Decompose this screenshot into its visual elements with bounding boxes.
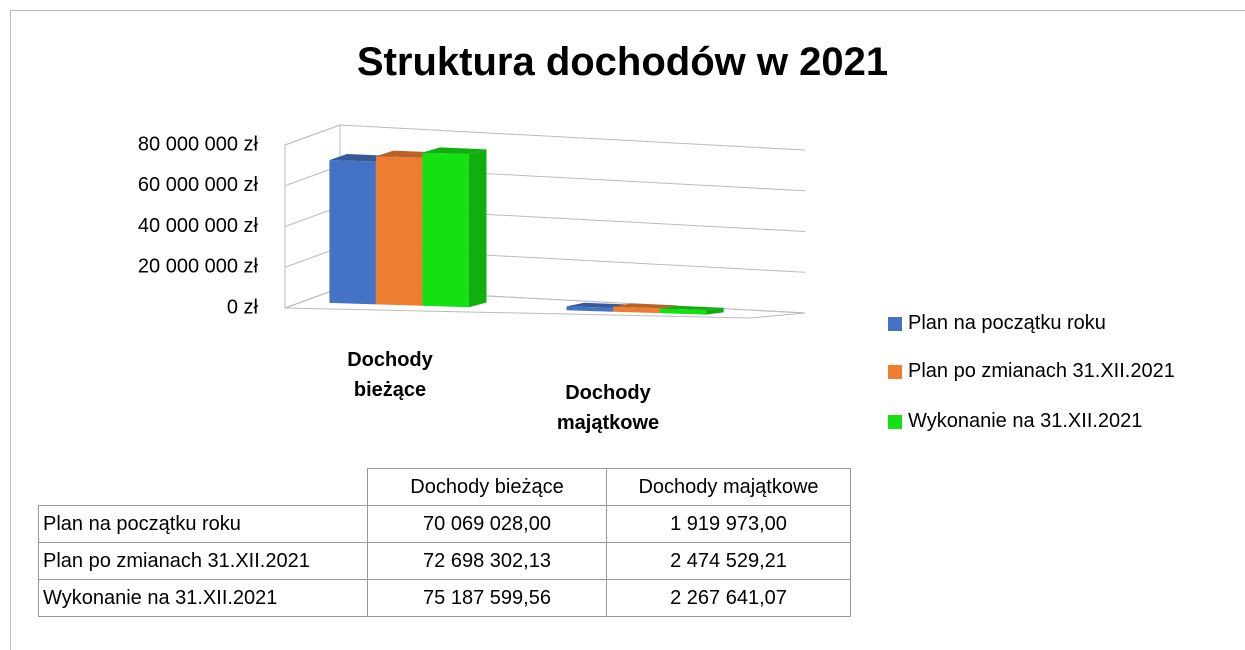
bar-top bbox=[613, 303, 678, 309]
bar-top bbox=[422, 147, 487, 155]
frame bbox=[10, 10, 1245, 650]
table-corner bbox=[38, 468, 368, 506]
table-row-label: Plan po zmianach 31.XII.2021 bbox=[38, 542, 368, 580]
y-tick-label: 80 000 000 zł bbox=[138, 133, 259, 155]
bar-front bbox=[422, 152, 469, 308]
bar-top bbox=[659, 305, 724, 310]
y-tick-label: 40 000 000 zł bbox=[138, 215, 259, 237]
y-tick-label: 0 zł bbox=[227, 296, 259, 318]
legend-swatch bbox=[888, 364, 902, 379]
bar-front bbox=[659, 308, 707, 315]
legend-item: Wykonanie na 31.XII.2021 bbox=[888, 410, 1142, 433]
table-cell: 2 267 641,07 bbox=[606, 579, 851, 617]
table-row-label: Wykonanie na 31.XII.2021 bbox=[38, 579, 368, 617]
table-header-row: Dochody bieżące Dochody majątkowe bbox=[38, 468, 851, 506]
y-tick-label: 20 000 000 zł bbox=[138, 256, 259, 278]
grid-line bbox=[284, 124, 806, 151]
table-cell: 75 187 599,56 bbox=[367, 579, 607, 617]
x-tick-label: Dochody bieżące bbox=[347, 349, 433, 401]
bar-front bbox=[613, 306, 660, 314]
table-cell: 2 474 529,21 bbox=[606, 542, 851, 580]
legend-label: Plan po zmianach 31.XII.2021 bbox=[908, 360, 1175, 382]
table-row: Wykonanie na 31.XII.2021 75 187 599,56 2 2… bbox=[38, 579, 851, 617]
legend-item: Plan po zmianach 31.XII.2021 bbox=[888, 360, 1175, 383]
table-row: Plan po zmianach 31.XII.2021 72 698 302,1… bbox=[38, 542, 851, 580]
legend-item: Plan na początku roku bbox=[888, 312, 1106, 335]
x-tick-label: Dochody majątkowe bbox=[556, 382, 660, 434]
data-table: Dochody bieżące Dochody majątkowe Plan na … bbox=[38, 468, 851, 617]
legend-swatch bbox=[888, 414, 902, 429]
legend-swatch bbox=[888, 316, 902, 331]
bar-front bbox=[566, 306, 614, 312]
bar-front bbox=[375, 156, 423, 306]
legend-label: Wykonanie na 31.XII.2021 bbox=[908, 410, 1143, 432]
bar-side bbox=[706, 307, 724, 315]
table-header: Dochody bieżące bbox=[367, 468, 607, 506]
bar-side bbox=[468, 149, 487, 308]
table-cell: 70 069 028,00 bbox=[367, 505, 607, 543]
table-cell: 72 698 302,13 bbox=[367, 542, 607, 580]
table-cell: 1 919 973,00 bbox=[606, 505, 851, 543]
legend-label: Plan na początku roku bbox=[908, 312, 1106, 334]
table-row: Plan na początku roku 70 069 028,00 1 919 … bbox=[38, 505, 851, 543]
y-tick-label: 60 000 000 zł bbox=[138, 174, 259, 196]
bar-front bbox=[329, 160, 376, 305]
table-row-label: Plan na początku roku bbox=[38, 505, 368, 543]
chart-title: Struktura dochodów w 2021 bbox=[356, 40, 889, 84]
table-header: Dochody majątkowe bbox=[606, 468, 851, 506]
